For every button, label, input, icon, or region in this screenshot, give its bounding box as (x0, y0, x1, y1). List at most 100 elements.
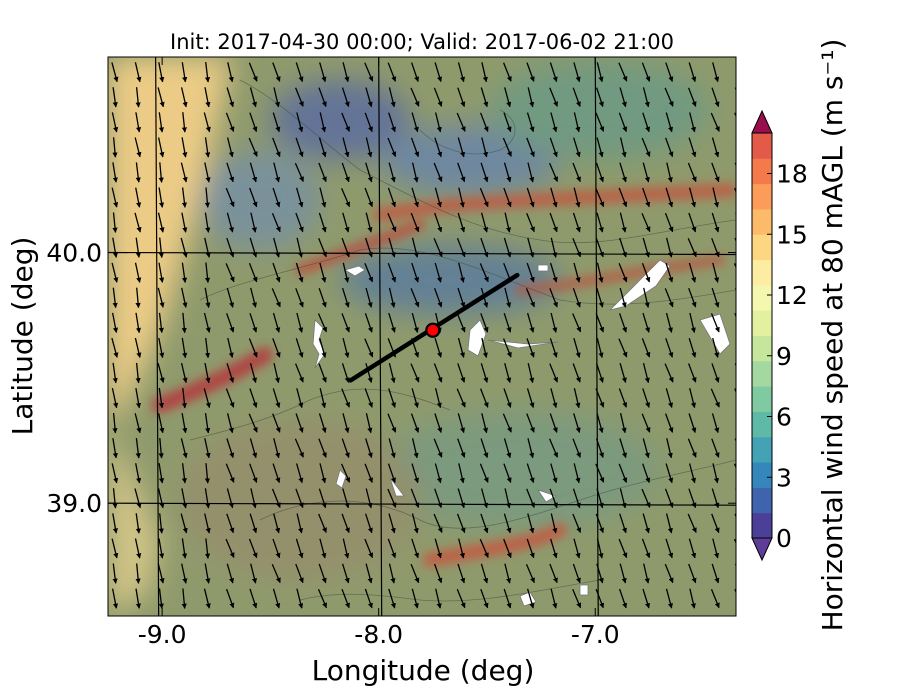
wind-vector-arrow (643, 563, 650, 584)
wind-vector-arrow (410, 137, 420, 158)
chart-title: Init: 2017-04-30 00:00; Valid: 2017-06-0… (170, 30, 674, 54)
wind-vector-arrow (550, 513, 558, 534)
wind-vector-arrow (618, 538, 628, 559)
wind-vector-arrow (481, 62, 488, 83)
wind-vector-arrow (526, 137, 535, 158)
wind-vector-arrow (618, 463, 628, 483)
plot-frame (107, 56, 737, 617)
wind-vector-arrow (526, 588, 535, 609)
wind-vector-arrow (341, 287, 350, 308)
wind-vector-arrow (272, 187, 281, 208)
wind-vector-arrow (365, 413, 373, 434)
wind-vector-arrow (135, 187, 142, 208)
wind-vector-arrow (318, 212, 327, 233)
wind-vector-arrow (112, 362, 118, 384)
wind-vector-arrow (181, 337, 188, 359)
wind-vector-arrow (687, 238, 697, 258)
wind-vector-arrow (503, 463, 512, 483)
wind-vector-arrow (688, 563, 697, 584)
wind-vector-arrow (157, 287, 165, 308)
wind-vector-arrow (504, 87, 512, 108)
wind-vector-arrow (572, 212, 581, 233)
low-wind-zone-west (200, 150, 320, 250)
wind-vector-arrow (735, 212, 736, 217)
wind-vector-arrow (550, 463, 558, 484)
wind-vector-arrow (319, 388, 327, 409)
wind-vector-arrow (618, 313, 628, 333)
wind-vector-arrow (479, 388, 489, 408)
wind-vector-arrow (158, 463, 165, 484)
wind-vector-arrow (665, 312, 673, 333)
wind-vector-arrow (112, 488, 118, 509)
wind-vector-arrow (456, 513, 466, 534)
wind-vector-arrow (711, 438, 720, 458)
wind-vector-arrow (596, 287, 604, 308)
wind-vector-arrow (295, 62, 304, 83)
wind-vector-arrow (342, 538, 350, 559)
wind-vector-arrow (595, 87, 604, 108)
wind-vector-arrow (181, 463, 188, 484)
wind-vector-arrow (318, 162, 327, 183)
wind-vector-arrow (158, 262, 165, 283)
wind-vector-arrow (504, 488, 512, 509)
wind-vector-arrow (526, 338, 535, 358)
wind-vector-arrow (595, 513, 604, 534)
wind-vector-arrow (527, 162, 535, 183)
wind-vector-arrow (573, 262, 581, 283)
wind-vector-arrow (204, 563, 211, 584)
wind-vector-arrow (319, 187, 327, 208)
wind-vector-arrow (688, 212, 697, 233)
wind-vector-arrow (135, 563, 141, 584)
wind-vector-arrow (572, 287, 581, 308)
wind-vector-arrow (433, 87, 443, 107)
wind-vector-arrow (503, 588, 512, 609)
wind-vector-arrow (503, 388, 512, 408)
wind-vector-arrow (641, 62, 651, 82)
masked-area (537, 489, 557, 503)
wind-vector-arrow (250, 563, 257, 584)
wind-vector-arrow (433, 513, 443, 533)
wind-vector-arrow (688, 338, 697, 358)
wind-vector-arrow (687, 162, 697, 183)
wind-vector-arrow (204, 62, 211, 83)
wind-vector-arrow (572, 588, 582, 609)
wind-vector-arrow (227, 337, 234, 359)
wind-vector-arrow (596, 137, 604, 158)
wind-vector-arrow (342, 62, 350, 83)
wind-vector-arrow (572, 363, 581, 383)
wind-vector-arrow (502, 62, 512, 82)
contour-line (259, 459, 736, 529)
wind-vector-arrow (711, 363, 720, 383)
wind-vector-arrow (665, 538, 674, 559)
colorbar-segment (752, 208, 772, 235)
wind-vector-arrow (158, 513, 164, 534)
wind-vector-arrow (572, 488, 581, 509)
wind-vector-arrow (665, 187, 674, 208)
wind-vector-arrow (157, 212, 165, 233)
wind-vector-arrow (157, 413, 165, 434)
wind-vector-arrow (457, 337, 465, 358)
wind-vector-arrow (502, 137, 512, 157)
contour-line (419, 109, 516, 155)
wind-vector-arrow (550, 588, 558, 609)
wind-vector-arrow (388, 87, 396, 108)
wind-vector-arrow (641, 488, 651, 508)
lat-lon-gridlines (108, 57, 736, 616)
wind-vector-arrow (365, 162, 373, 183)
wind-vector-arrow (527, 362, 535, 384)
wind-vector-arrow (411, 112, 419, 133)
wind-vector-arrow (480, 87, 489, 108)
wind-vector-arrow (433, 563, 443, 584)
wind-vector-arrow (572, 313, 582, 333)
colorbar-segment (752, 360, 772, 387)
wind-vector-arrow (435, 588, 442, 609)
wind-vector-arrow (549, 62, 558, 83)
wind-vector-arrow (318, 137, 327, 158)
wind-vector-arrow (111, 337, 119, 358)
wind-vector-arrow (550, 388, 558, 409)
wind-vector-arrow (526, 262, 535, 283)
wind-vector-arrow (112, 237, 118, 258)
wind-vector-arrow (573, 388, 581, 409)
wind-vector-arrow (549, 162, 558, 182)
wind-vector-arrow (410, 563, 420, 584)
